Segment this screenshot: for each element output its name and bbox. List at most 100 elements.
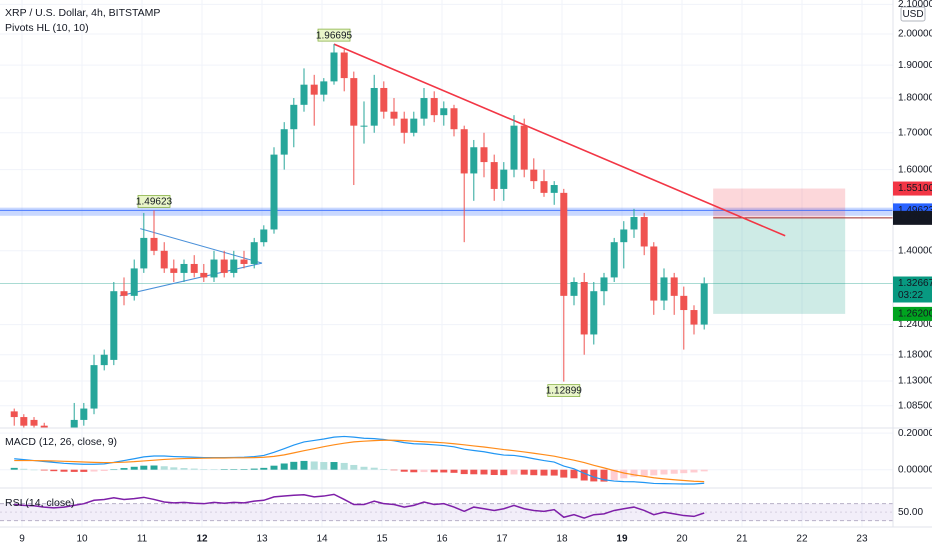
candle-body bbox=[510, 125, 518, 170]
candle-body bbox=[120, 291, 128, 296]
candle-body bbox=[330, 52, 338, 82]
histogram-bar bbox=[230, 469, 238, 470]
y-tick-label: 1.70000 bbox=[898, 127, 932, 138]
candle-body bbox=[240, 259, 248, 264]
countdown: 03:22 bbox=[898, 290, 923, 301]
histogram-bar bbox=[570, 469, 578, 479]
candle-body bbox=[170, 268, 178, 273]
x-tick-label: 12 bbox=[196, 534, 208, 545]
candle-body bbox=[360, 125, 368, 127]
histogram-bar bbox=[110, 469, 118, 471]
axes: USD bbox=[0, 0, 932, 528]
histogram-bar bbox=[690, 469, 698, 473]
candle-body bbox=[530, 169, 538, 182]
candle-body bbox=[700, 283, 708, 325]
y-tick-label: 2.00000 bbox=[898, 29, 932, 40]
indicator-title[interactable]: Pivots HL (10, 10) bbox=[5, 22, 89, 34]
candle-body bbox=[70, 419, 78, 428]
histogram-bar bbox=[630, 469, 638, 477]
rsi-title[interactable]: RSI (14, close) bbox=[5, 497, 74, 509]
histogram-bar bbox=[250, 468, 258, 470]
histogram-bar bbox=[280, 463, 288, 470]
histogram-bar bbox=[540, 469, 548, 476]
histogram-bar bbox=[670, 469, 678, 474]
histogram-bar bbox=[150, 465, 158, 470]
candle-body bbox=[280, 129, 288, 155]
candle-body bbox=[490, 162, 498, 189]
pivot-label: 1.96695 bbox=[316, 30, 353, 41]
histogram-bar bbox=[610, 469, 618, 481]
histogram-bar bbox=[80, 469, 88, 472]
candle-body bbox=[390, 111, 398, 119]
histogram-bar bbox=[220, 469, 228, 470]
candle-body bbox=[420, 98, 428, 119]
trendline bbox=[119, 262, 263, 297]
candle-body bbox=[580, 281, 588, 335]
histogram-bar bbox=[380, 468, 388, 470]
indicator-panes bbox=[0, 432, 893, 522]
candle-body bbox=[680, 295, 688, 311]
target-zone bbox=[713, 217, 846, 314]
candle-body bbox=[590, 291, 598, 335]
histogram-bar bbox=[460, 469, 468, 475]
histogram-bar bbox=[660, 469, 668, 475]
candle-body bbox=[270, 154, 278, 230]
x-tick-label: 20 bbox=[676, 534, 688, 545]
currency: USD bbox=[902, 9, 923, 20]
pivot-label: 1.12899 bbox=[546, 386, 583, 397]
histogram-bar bbox=[700, 469, 708, 472]
x-tick-label: 17 bbox=[496, 534, 508, 545]
histogram-bar bbox=[90, 469, 98, 472]
candle-body bbox=[320, 81, 328, 95]
histogram-bar bbox=[520, 469, 528, 475]
candle-body bbox=[150, 237, 158, 251]
stop-zone bbox=[713, 188, 846, 218]
price-label-box bbox=[893, 210, 932, 225]
histogram-bar bbox=[40, 469, 48, 471]
candle-body bbox=[600, 277, 608, 292]
histogram-bar bbox=[640, 469, 648, 476]
candle-body bbox=[130, 268, 138, 296]
pivot-label: 1.49623 bbox=[136, 197, 173, 208]
price-label: 1.47800 bbox=[898, 212, 932, 223]
x-tick-label: 19 bbox=[616, 534, 628, 545]
histogram-bar bbox=[430, 469, 438, 473]
x-tick-label: 21 bbox=[736, 534, 748, 545]
candle-body bbox=[670, 277, 678, 296]
currency-box[interactable] bbox=[900, 6, 926, 22]
x-tick-label: 14 bbox=[316, 534, 328, 545]
candle-body bbox=[20, 417, 28, 426]
histogram-bar bbox=[440, 469, 448, 473]
candle-body bbox=[550, 185, 558, 193]
macd-title[interactable]: MACD (12, 26, close, 9) bbox=[5, 436, 117, 448]
candle-body bbox=[650, 246, 658, 301]
candle-body bbox=[690, 310, 698, 325]
histogram-bar bbox=[550, 469, 558, 476]
candle-body bbox=[570, 281, 578, 296]
y-tick-label: 2.10000 bbox=[898, 0, 932, 10]
signal-line bbox=[14, 439, 705, 483]
y-tick-label: 50.00 bbox=[898, 507, 923, 518]
macd-line bbox=[14, 435, 705, 485]
x-tick-label: 23 bbox=[856, 534, 868, 545]
y-tick-label: 0.20000 bbox=[898, 428, 932, 439]
candle-body bbox=[310, 84, 318, 95]
support-zone bbox=[0, 207, 893, 216]
candle-body bbox=[250, 242, 258, 264]
histogram-bar bbox=[360, 466, 368, 470]
y-tick-label: 1.13000 bbox=[898, 376, 932, 387]
histogram-bar bbox=[270, 465, 278, 470]
histogram-bar bbox=[420, 469, 428, 473]
candle-body bbox=[630, 217, 638, 230]
histogram-bar bbox=[100, 469, 108, 471]
histogram-bar bbox=[180, 468, 188, 470]
histogram-bar bbox=[680, 469, 688, 474]
histogram-bar bbox=[160, 466, 168, 470]
histogram-bar bbox=[200, 469, 208, 470]
histogram-bar bbox=[30, 469, 38, 471]
y-tick-label: 1.90000 bbox=[898, 60, 932, 71]
histogram-bar bbox=[410, 469, 418, 473]
pivot-label-box bbox=[547, 384, 581, 397]
histogram-bar bbox=[490, 469, 498, 476]
